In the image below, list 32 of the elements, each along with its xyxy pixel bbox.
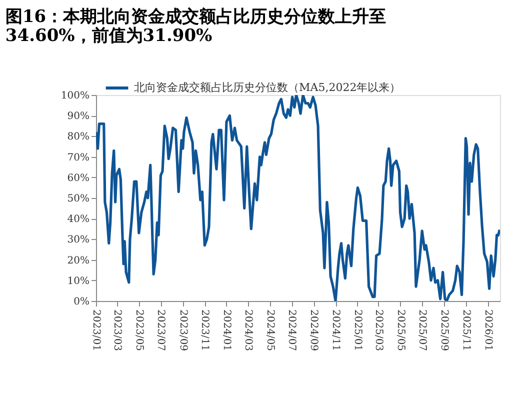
x-tick-label: 2024/03 [242, 310, 254, 352]
y-tick-label: 80% [67, 132, 90, 143]
x-tick-label: 2024/07 [286, 310, 298, 352]
y-tick-label: 70% [67, 152, 90, 164]
y-tick-label: 10% [67, 276, 90, 287]
x-tick-label: 2023/11 [199, 310, 210, 352]
x-tick-label: 2025/09 [438, 310, 450, 352]
x-tick-label: 2024/09 [308, 310, 320, 352]
x-tick-label: 2024/01 [220, 310, 232, 352]
y-tick-label: 90% [67, 111, 90, 122]
x-tick-label: 2026/01 [482, 310, 494, 352]
y-tick-label: 20% [67, 255, 90, 266]
y-tick-label: 100% [60, 90, 90, 102]
x-tick-label: 2025/05 [394, 310, 406, 352]
x-tick-label: 2025/03 [372, 310, 384, 352]
x-tick-label: 2023/03 [112, 310, 123, 352]
y-tick-label: 0% [74, 296, 90, 308]
x-tick-label: 2023/01 [90, 310, 102, 352]
x-tick-label: 2025/07 [416, 310, 428, 352]
x-tick-label: 2023/09 [177, 310, 188, 352]
chart-title: 图16：本期北向资金成交额占比历史分位数上升至34.60%，前值为31.90% [5, 7, 386, 46]
x-tick-label: 2024/11 [330, 310, 342, 352]
x-tick-label: 2023/05 [133, 310, 144, 352]
y-tick-label: 50% [67, 194, 90, 204]
legend-label: 北向资金成交额占比历史分位数（MA5,2022年以来） [134, 81, 401, 94]
x-tick-label: 2025/01 [352, 310, 363, 352]
x-tick-label: 2025/11 [460, 310, 472, 352]
y-tick-label: 40% [67, 214, 90, 226]
x-tick-label: 2024/05 [264, 310, 276, 352]
y-tick-label: 30% [67, 234, 90, 246]
y-tick-label: 60% [67, 172, 90, 184]
x-tick-label: 2023/07 [155, 310, 166, 352]
